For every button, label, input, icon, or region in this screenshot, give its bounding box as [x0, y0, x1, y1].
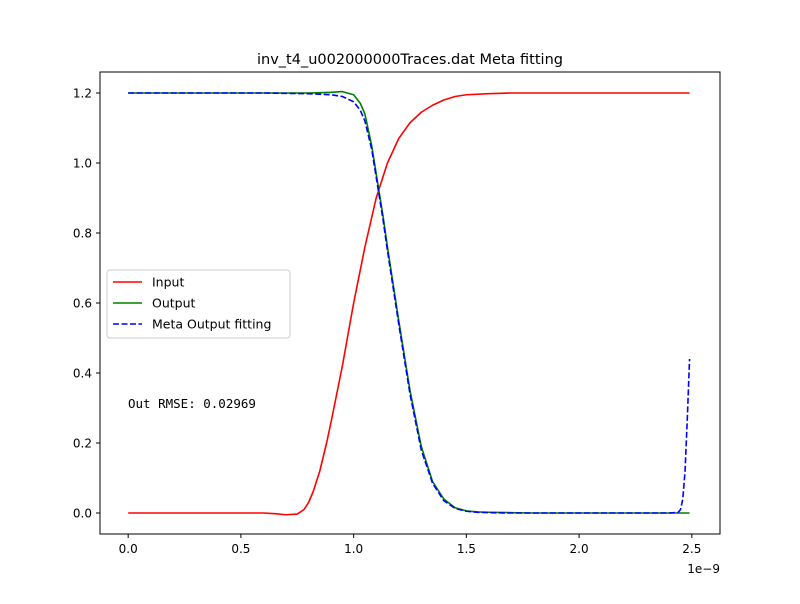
y-tick-label: 0.2	[73, 437, 92, 451]
legend-label: Meta Output fitting	[152, 317, 271, 332]
legend-items: Input Output Meta Output fitting	[113, 275, 271, 332]
axes: 0.0 0.5 1.0 1.5 2.0 2.5 0.0 0.2 0.4 0.6 0.8 1.0 1.2	[73, 71, 721, 556]
x-tick-label: 2.0	[570, 542, 589, 556]
legend-label: Input	[152, 275, 184, 290]
legend: Input Output Meta Output fitting	[106, 269, 291, 339]
x-offset-label: 1e−9	[687, 562, 720, 576]
legend-frame	[106, 269, 291, 339]
x-tick-label: 2.5	[682, 542, 701, 556]
y-tick-label: 0.8	[73, 227, 92, 241]
x-tick-label: 1.0	[344, 542, 363, 556]
x-tick-label: 1.5	[457, 542, 476, 556]
legend-label: Output	[152, 296, 196, 311]
y-tick-label: 1.0	[73, 157, 92, 171]
series-line-input	[128, 92, 690, 516]
x-tick-label: 0.0	[119, 542, 138, 556]
y-tick-label: 0.0	[73, 507, 92, 521]
y-tick-label: 0.6	[73, 297, 92, 311]
y-tick-label: 1.2	[73, 87, 92, 101]
y-tick-label: 0.4	[73, 367, 92, 381]
series-line-meta-output-fitting	[128, 92, 691, 514]
rmse-annotation: Out RMSE: 0.02969	[128, 396, 256, 411]
chart-title: inv_t4_u002000000Traces.dat Meta fitting	[257, 52, 563, 68]
x-tick-label: 0.5	[231, 542, 250, 556]
plot-area	[128, 90, 691, 516]
